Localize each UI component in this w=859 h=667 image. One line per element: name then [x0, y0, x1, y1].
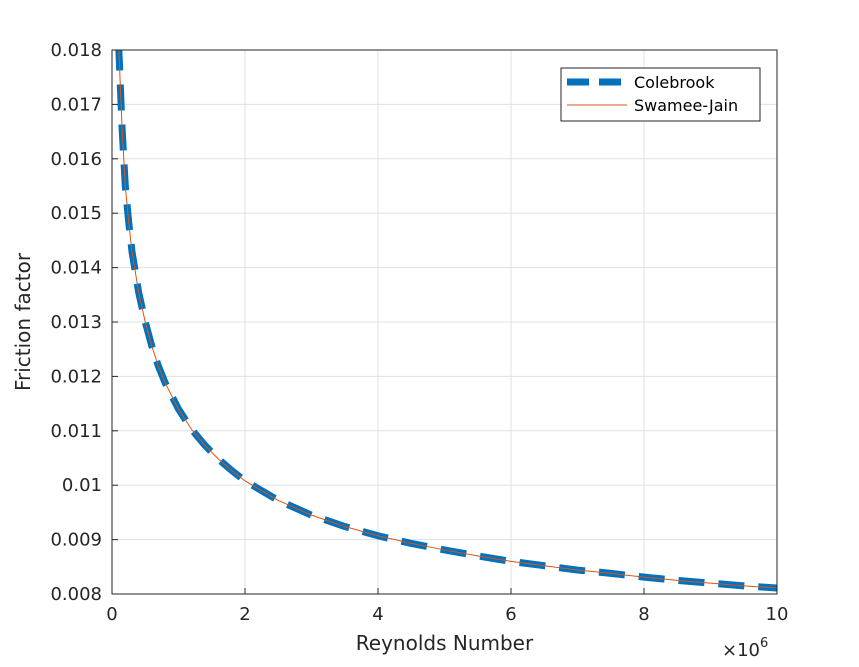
series-layer	[115, 50, 777, 592]
y-tick-label: 0.016	[50, 149, 102, 170]
y-tick-label: 0.009	[50, 530, 102, 551]
y-tick-label: 0.01	[62, 475, 102, 496]
x-axis-label: Reynolds Number	[356, 631, 534, 655]
x-tick-label: 4	[372, 604, 383, 625]
y-tick-label: 0.018	[50, 40, 102, 61]
x-tick-label: 6	[505, 604, 516, 625]
y-tick-label: 0.011	[50, 421, 102, 442]
y-axis-label: Friction factor	[11, 252, 35, 391]
y-tick-label: 0.015	[50, 203, 102, 224]
x-tick-label: 0	[106, 604, 117, 625]
y-tick-label: 0.013	[50, 312, 102, 333]
series-line-swamee-jain	[118, 50, 777, 589]
y-tick-label: 0.008	[50, 584, 102, 605]
x-axis-exponent: ×106	[722, 636, 768, 661]
legend-label-colebrook: Colebrook	[634, 73, 715, 92]
legend: Colebrook Swamee-Jain	[560, 67, 761, 122]
legend-label-swamee-jain: Swamee-Jain	[634, 96, 738, 115]
x-tick-label: 10	[766, 604, 789, 625]
y-tick-label: 0.014	[50, 258, 102, 279]
x-axis-exponent-base: ×10	[722, 640, 760, 661]
x-axis-exponent-power: 6	[760, 636, 768, 651]
ticks: 0 2 4 6 8 10 0.008 0.009 0.01 0.011 0.012 0.013 0.01…	[50, 40, 788, 625]
y-tick-label: 0.012	[50, 366, 102, 387]
y-tick-label: 0.017	[50, 94, 102, 115]
legend-box	[560, 67, 761, 122]
x-tick-label: 2	[239, 604, 250, 625]
x-tick-label: 8	[638, 604, 649, 625]
grid	[111, 49, 778, 595]
